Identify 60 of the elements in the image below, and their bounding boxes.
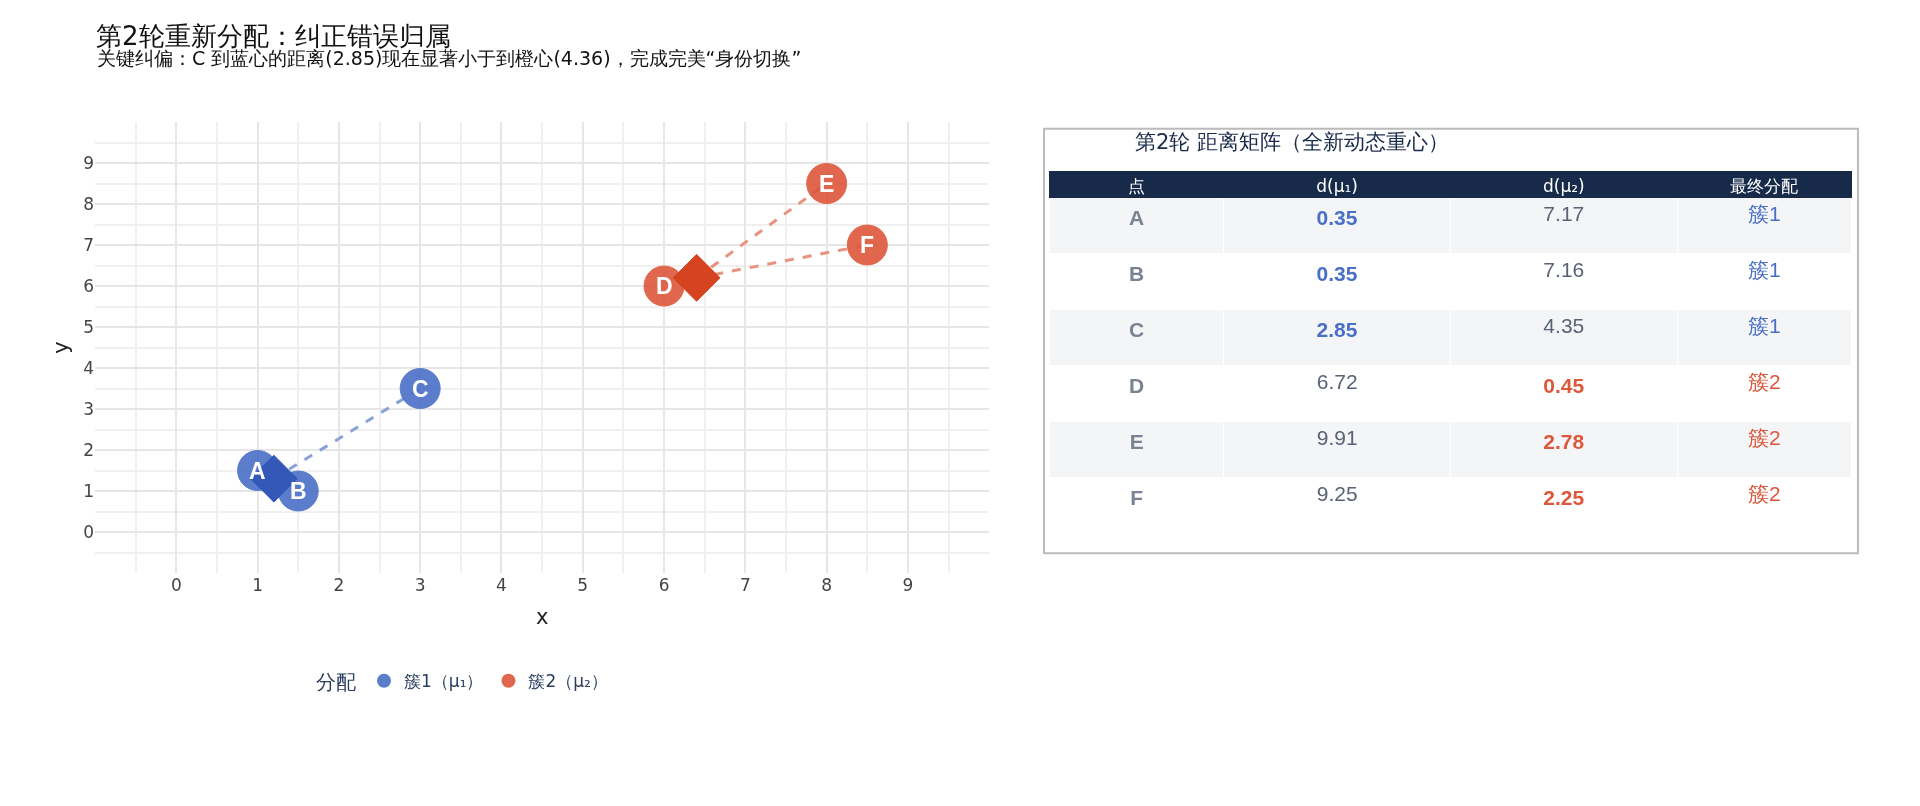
text: 2.85 bbox=[1316, 317, 1358, 341]
y-tick-label: 7 bbox=[83, 234, 94, 255]
x-tick-label: 7 bbox=[739, 575, 751, 595]
annotation: C bbox=[412, 376, 429, 402]
annotation: B bbox=[290, 478, 307, 504]
legend-label: 簇2（μ₂） bbox=[528, 671, 608, 692]
y-tick-label: 1 bbox=[83, 480, 94, 501]
annotation: E bbox=[819, 171, 835, 197]
text: 0.45 bbox=[1543, 373, 1585, 397]
text: 6.72 bbox=[1316, 370, 1358, 394]
x-tick-label: 1 bbox=[252, 575, 263, 595]
text: 点 bbox=[1128, 176, 1146, 197]
text: F bbox=[1130, 485, 1144, 509]
annotation: F bbox=[860, 232, 875, 258]
legend-title: 分配 bbox=[316, 670, 356, 695]
text: 簇2 bbox=[1747, 370, 1781, 394]
text: 簇1 bbox=[1747, 202, 1781, 226]
text: d(μ₂) bbox=[1542, 176, 1585, 197]
text: 9.25 bbox=[1316, 482, 1358, 506]
text: 簇1 bbox=[1747, 314, 1781, 338]
x-tick-label: 6 bbox=[658, 575, 670, 595]
annotation: A bbox=[249, 458, 266, 484]
text: 7.17 bbox=[1543, 202, 1585, 226]
text: d(μ₁) bbox=[1316, 176, 1358, 197]
text: 0.35 bbox=[1316, 205, 1358, 229]
y-axis-title: y bbox=[49, 341, 74, 354]
text: 2.25 bbox=[1543, 485, 1585, 509]
text: E bbox=[1129, 429, 1144, 453]
text: 2.78 bbox=[1543, 429, 1585, 453]
text: B bbox=[1129, 261, 1145, 285]
text: A bbox=[1129, 205, 1145, 229]
text: 0.35 bbox=[1316, 261, 1358, 285]
annotation: D bbox=[656, 273, 673, 299]
x-tick-label: 0 bbox=[170, 575, 182, 595]
text: 4.35 bbox=[1543, 314, 1585, 338]
x-tick-label: 9 bbox=[902, 575, 914, 595]
x-tick-label: 3 bbox=[414, 575, 426, 595]
y-tick-label: 8 bbox=[83, 193, 94, 214]
y-tick-label: 0 bbox=[83, 521, 94, 542]
y-tick-label: 5 bbox=[83, 316, 94, 337]
text: 簇2 bbox=[1747, 426, 1781, 450]
text: 7.16 bbox=[1543, 258, 1585, 282]
x-tick-label: 4 bbox=[496, 575, 507, 595]
x-tick-label: 2 bbox=[333, 575, 345, 595]
text: 簇1 bbox=[1747, 258, 1781, 282]
text: C bbox=[1129, 317, 1145, 341]
x-tick-label: 8 bbox=[821, 575, 833, 595]
x-axis-title: x bbox=[535, 605, 549, 630]
legend-label: 簇1（μ₁） bbox=[404, 671, 484, 692]
text: 最终分配 bbox=[1730, 176, 1799, 197]
y-tick-label: 2 bbox=[83, 439, 94, 460]
y-tick-label: 6 bbox=[83, 275, 94, 296]
y-tick-label: 9 bbox=[83, 152, 94, 173]
text: 第2轮 距离矩阵（全新动态重心） bbox=[1135, 130, 1450, 154]
text: 9.91 bbox=[1316, 426, 1358, 450]
y-tick-label: 4 bbox=[83, 357, 94, 378]
text: 簇2 bbox=[1747, 482, 1781, 506]
y-tick-label: 3 bbox=[83, 398, 94, 419]
x-tick-label: 5 bbox=[577, 575, 589, 595]
text: D bbox=[1129, 373, 1145, 397]
